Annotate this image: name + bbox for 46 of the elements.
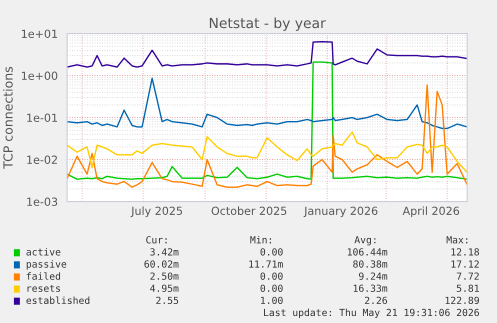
text: 80.38m xyxy=(353,260,388,268)
line-series xyxy=(67,61,468,180)
text: 3.42m xyxy=(150,248,178,256)
text: 106.44m xyxy=(348,248,388,256)
text: Min: xyxy=(250,236,272,244)
text: 4.95m xyxy=(150,284,178,292)
legend-label: established xyxy=(26,296,90,304)
legend-label: failed xyxy=(26,272,60,280)
y-tick-label: 1e-03 xyxy=(27,198,58,206)
line-series xyxy=(67,84,468,188)
y-tick-label: 1e+00 xyxy=(22,72,58,80)
legend-label: active xyxy=(26,248,60,256)
legend-label: resets xyxy=(28,284,60,292)
text: 2.55 xyxy=(156,296,178,304)
x-tick-label: January 2026 xyxy=(304,206,378,218)
text: 5.81 xyxy=(456,284,479,292)
text: Last update: Thu May 21 19:31:06 2026 xyxy=(264,308,479,318)
x-tick-label: October 2025 xyxy=(212,206,286,216)
chart-title: Netstat - by year xyxy=(210,17,326,31)
legend-label: passive xyxy=(26,260,66,270)
text: 0.00 xyxy=(260,272,283,280)
text: 122.89 xyxy=(446,296,479,304)
line-series xyxy=(67,78,468,130)
y-tick-label: 1e-02 xyxy=(27,156,57,164)
y-axis-title: TCP connections xyxy=(3,66,13,169)
text: 9.24m xyxy=(359,272,388,280)
line-series xyxy=(67,41,468,68)
text: 11.71m xyxy=(249,260,283,268)
y-tick-label: 1e+01 xyxy=(22,30,58,38)
text: Avg: xyxy=(354,236,376,246)
x-tick-label: July 2025 xyxy=(130,206,182,218)
text: 2.50m xyxy=(150,272,178,280)
text: 1.00 xyxy=(261,296,283,304)
text: 2.26 xyxy=(364,296,388,304)
text: Max: xyxy=(446,236,468,244)
text: 0.00 xyxy=(260,248,283,256)
text: 7.72 xyxy=(456,272,479,280)
y-tick-label: 1e-01 xyxy=(27,114,58,122)
text: 17.12 xyxy=(452,260,479,268)
x-tick-label: April 2026 xyxy=(402,206,460,218)
text: 0.00 xyxy=(260,284,283,292)
line-series xyxy=(67,131,468,174)
text: 12.18 xyxy=(452,248,479,256)
text: 16.33m xyxy=(354,284,388,292)
text: 60.02m xyxy=(144,260,178,268)
text: Cur: xyxy=(146,236,167,244)
